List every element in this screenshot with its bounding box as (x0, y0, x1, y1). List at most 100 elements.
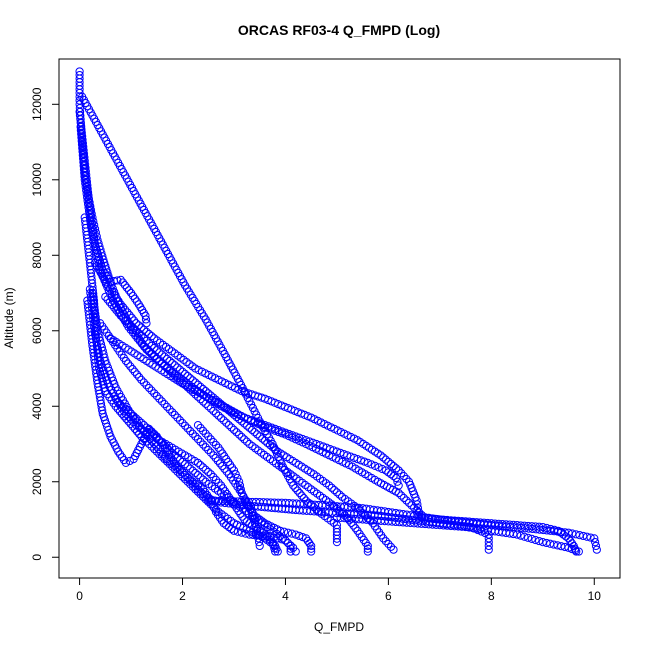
data-point (330, 485, 339, 495)
data-point (241, 496, 250, 505)
x-axis: 0 2 4 6 8 10 (76, 577, 601, 603)
data-point (271, 547, 280, 556)
data-point (363, 458, 372, 467)
data-point (332, 534, 342, 543)
data-point (381, 455, 390, 464)
y-tick-label: 6000 (30, 317, 44, 344)
data-point (160, 400, 169, 409)
data-point (168, 408, 177, 417)
data-point (201, 443, 210, 452)
data-point (118, 302, 128, 312)
data-point (329, 446, 338, 455)
data-point (527, 534, 536, 544)
data-point (484, 541, 493, 551)
data-series (75, 107, 151, 328)
data-point (196, 483, 205, 492)
data-point (168, 359, 177, 368)
data-point (284, 429, 293, 439)
data-series (193, 421, 316, 556)
data-point (162, 354, 172, 363)
data-point (206, 391, 215, 400)
data-point (147, 332, 156, 341)
data-point (413, 504, 423, 513)
data-point (392, 473, 401, 483)
data-point (196, 437, 205, 446)
data-point (186, 374, 195, 383)
data-point (260, 421, 269, 430)
data-point (258, 528, 267, 537)
data-point (214, 478, 223, 487)
data-point (204, 432, 213, 441)
data-point (322, 443, 331, 452)
data-point (574, 547, 583, 556)
data-point (211, 409, 221, 418)
data-point (183, 424, 192, 433)
data-point (105, 298, 114, 307)
data-point (247, 416, 256, 425)
data-point (325, 444, 335, 454)
data-point (535, 522, 544, 531)
data-point (178, 367, 187, 376)
data-point (591, 538, 600, 547)
chart-title: ORCAS RF03-4 Q_FMPD (Log) (238, 22, 440, 38)
data-point (250, 417, 259, 426)
data-point (257, 419, 266, 428)
data-point (286, 547, 295, 556)
data-point (343, 451, 352, 460)
data-point (291, 483, 300, 493)
data-point (363, 541, 372, 551)
data-point (229, 425, 239, 434)
data-point (303, 536, 312, 545)
data-point (363, 544, 372, 553)
data-point (307, 541, 316, 551)
data-point (268, 443, 277, 452)
data-point (397, 469, 406, 478)
data-point (193, 435, 203, 444)
data-series (85, 285, 300, 556)
data-point (590, 534, 599, 543)
data-point (381, 537, 390, 546)
data-point (242, 437, 251, 446)
data-point (196, 461, 205, 470)
data-point (134, 329, 143, 338)
data-point (142, 336, 151, 345)
data-point (155, 394, 164, 403)
data-point (295, 488, 304, 498)
data-point (147, 442, 156, 451)
data-point (114, 308, 123, 318)
data-point (258, 434, 267, 443)
data-point (260, 530, 269, 539)
data-point (126, 362, 135, 371)
data-point (213, 456, 222, 465)
data-point (206, 470, 215, 479)
data-point (160, 352, 169, 361)
data-point (591, 541, 601, 551)
data-point (219, 416, 228, 425)
data-point (206, 435, 215, 444)
data-point (188, 429, 197, 438)
data-point (173, 413, 182, 422)
data-point (157, 397, 167, 406)
data-point (349, 453, 359, 462)
data-point (332, 488, 342, 497)
data-point (304, 498, 313, 507)
data-point (113, 276, 122, 285)
data-point (209, 451, 218, 460)
data-point (124, 359, 133, 368)
data-point (199, 463, 208, 472)
data-point (393, 477, 402, 486)
data-point (178, 418, 187, 428)
data-point (137, 331, 146, 340)
data-point (399, 493, 408, 503)
data-series (96, 319, 264, 551)
data-point (404, 498, 414, 507)
data-point (402, 496, 411, 505)
data-point (124, 319, 133, 328)
data-point (135, 373, 144, 382)
data-point (129, 418, 138, 427)
data-point (277, 427, 287, 436)
data-point (237, 528, 246, 537)
data-point (211, 440, 221, 450)
data-point (240, 413, 249, 422)
